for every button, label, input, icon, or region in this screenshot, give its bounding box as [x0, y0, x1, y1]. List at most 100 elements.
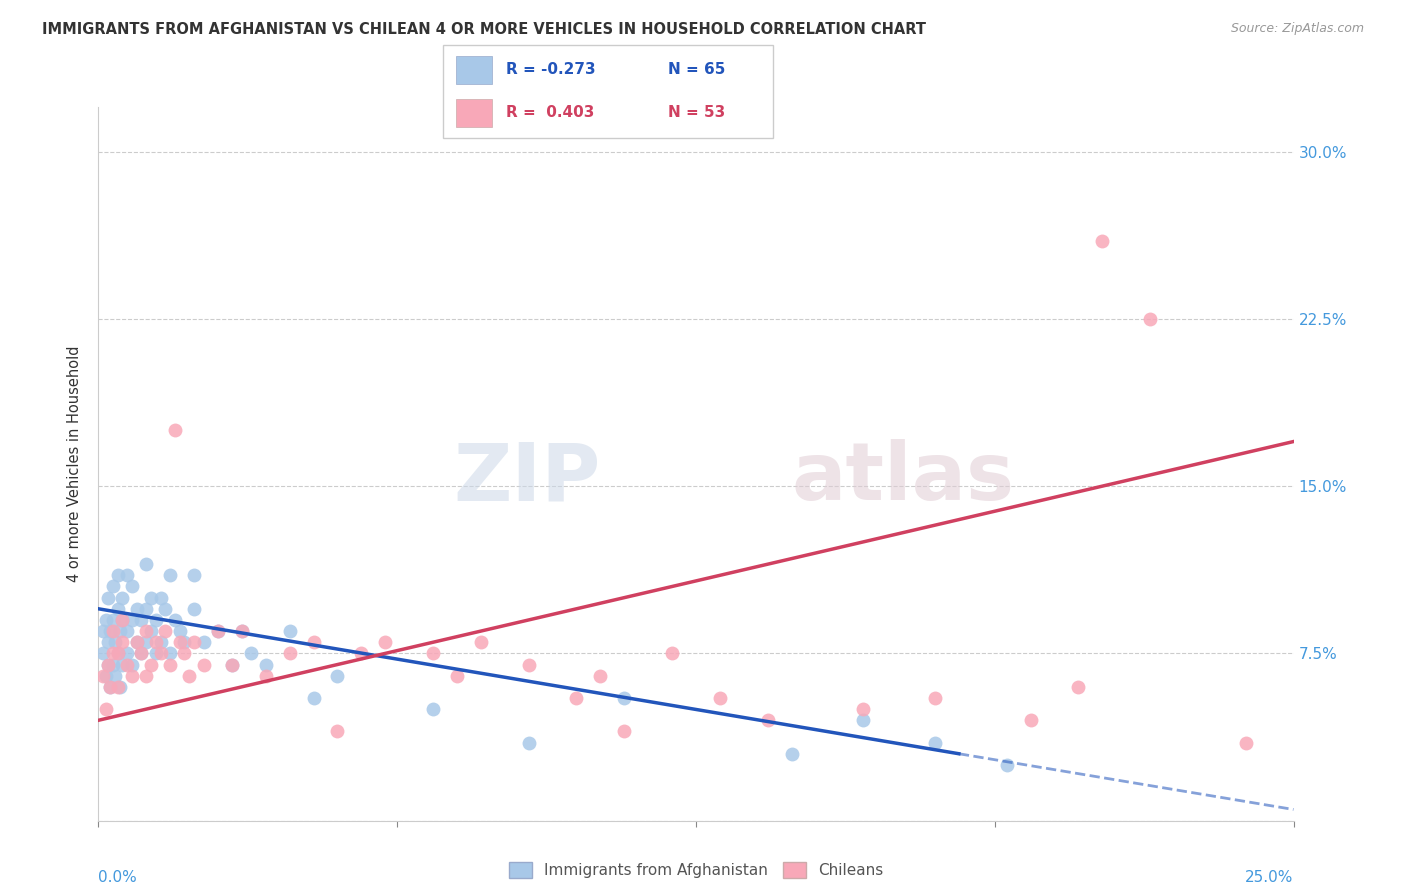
Point — [131, 613, 153, 627]
Point — [111, 635, 134, 649]
Point — [104, 635, 127, 649]
Point — [183, 635, 205, 649]
Point — [145, 646, 167, 660]
Point — [115, 657, 138, 672]
Point — [107, 680, 129, 694]
Text: Source: ZipAtlas.com: Source: ZipAtlas.com — [1230, 22, 1364, 36]
Point — [159, 657, 181, 672]
Point — [115, 568, 138, 582]
Point — [155, 602, 177, 616]
Point — [125, 635, 148, 649]
Point — [193, 657, 215, 672]
Point — [221, 657, 243, 672]
Point — [207, 624, 229, 639]
Point — [98, 624, 122, 639]
Point — [101, 613, 124, 627]
Point — [125, 635, 148, 649]
Point — [169, 635, 191, 649]
Point — [135, 624, 157, 639]
Point — [446, 669, 468, 683]
Point — [94, 613, 117, 627]
Point — [115, 646, 138, 660]
Text: R =  0.403: R = 0.403 — [506, 105, 595, 120]
Point — [139, 657, 162, 672]
Point — [193, 635, 215, 649]
Point — [163, 424, 186, 438]
Bar — [456, 56, 492, 84]
Point — [145, 635, 167, 649]
Point — [302, 690, 325, 705]
Point — [145, 613, 167, 627]
Point — [97, 657, 120, 672]
Point — [183, 568, 205, 582]
Point — [121, 657, 143, 672]
Point — [852, 714, 875, 728]
Point — [278, 646, 301, 660]
Point — [121, 580, 143, 594]
Point — [97, 635, 120, 649]
Point — [1019, 714, 1042, 728]
Point — [1139, 312, 1161, 326]
Point — [91, 646, 114, 660]
Point — [374, 635, 396, 649]
Point — [108, 624, 131, 639]
Point — [135, 602, 157, 616]
Point — [709, 690, 731, 705]
Point — [139, 624, 162, 639]
Point — [661, 646, 683, 660]
Point — [565, 690, 588, 705]
Point — [101, 657, 124, 672]
Point — [108, 680, 131, 694]
Point — [107, 568, 129, 582]
Point — [107, 646, 129, 660]
Point — [149, 646, 172, 660]
Point — [121, 613, 143, 627]
Point — [470, 635, 492, 649]
Point — [94, 669, 117, 683]
Point — [149, 635, 172, 649]
Point — [179, 669, 201, 683]
Point — [111, 657, 134, 672]
Point — [98, 680, 122, 694]
Point — [207, 624, 229, 639]
Point — [852, 702, 875, 716]
Point — [107, 646, 129, 660]
Point — [326, 669, 349, 683]
Point — [115, 624, 138, 639]
Point — [98, 680, 122, 694]
Point — [254, 657, 277, 672]
Point — [183, 602, 205, 616]
Y-axis label: 4 or more Vehicles in Household: 4 or more Vehicles in Household — [67, 345, 83, 582]
Point — [111, 591, 134, 605]
Point — [135, 669, 157, 683]
Point — [163, 613, 186, 627]
Point — [517, 657, 540, 672]
Text: IMMIGRANTS FROM AFGHANISTAN VS CHILEAN 4 OR MORE VEHICLES IN HOUSEHOLD CORRELATI: IMMIGRANTS FROM AFGHANISTAN VS CHILEAN 4… — [42, 22, 927, 37]
Point — [756, 714, 779, 728]
Text: 0.0%: 0.0% — [98, 870, 138, 885]
Point — [1067, 680, 1090, 694]
Point — [995, 758, 1018, 772]
Point — [155, 624, 177, 639]
Point — [107, 602, 129, 616]
Point — [135, 557, 157, 572]
Point — [231, 624, 253, 639]
Point — [97, 591, 120, 605]
Point — [94, 702, 117, 716]
Point — [101, 646, 124, 660]
Point — [104, 669, 127, 683]
Point — [1091, 234, 1114, 248]
Point — [91, 624, 114, 639]
Legend: Immigrants from Afghanistan, Chileans: Immigrants from Afghanistan, Chileans — [502, 856, 890, 884]
Point — [101, 580, 124, 594]
Point — [91, 669, 114, 683]
Point — [517, 735, 540, 749]
Point — [924, 690, 946, 705]
Text: R = -0.273: R = -0.273 — [506, 62, 595, 78]
Point — [422, 702, 444, 716]
Text: 25.0%: 25.0% — [1246, 870, 1294, 885]
Point — [121, 669, 143, 683]
Point — [159, 646, 181, 660]
Point — [101, 624, 124, 639]
Point — [278, 624, 301, 639]
